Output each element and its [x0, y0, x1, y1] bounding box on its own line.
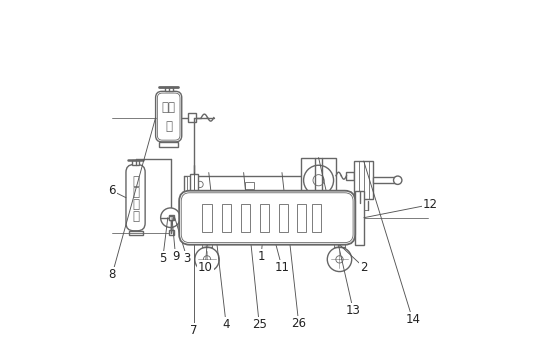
Bar	[245, 182, 254, 189]
Text: 5: 5	[159, 252, 167, 265]
Text: 3: 3	[184, 252, 191, 265]
Circle shape	[195, 247, 219, 272]
Text: 10: 10	[198, 261, 213, 274]
Text: 12: 12	[422, 198, 438, 211]
Circle shape	[394, 176, 402, 184]
Text: 4: 4	[222, 318, 230, 331]
Bar	[241, 204, 250, 232]
Circle shape	[313, 175, 324, 186]
Circle shape	[327, 247, 351, 272]
Bar	[169, 216, 173, 220]
Text: 碳: 碳	[132, 210, 139, 223]
Bar	[169, 230, 174, 235]
Bar	[169, 215, 174, 220]
Text: 二: 二	[132, 175, 139, 188]
Bar	[373, 177, 396, 183]
Bar	[159, 142, 178, 147]
Circle shape	[336, 256, 343, 263]
Circle shape	[204, 256, 211, 263]
Text: 11: 11	[274, 261, 289, 274]
Text: 栓: 栓	[165, 120, 172, 133]
Circle shape	[161, 208, 180, 228]
Bar	[312, 204, 321, 232]
Text: 25: 25	[252, 318, 267, 331]
FancyBboxPatch shape	[156, 91, 182, 142]
Text: 14: 14	[405, 313, 420, 326]
FancyBboxPatch shape	[179, 191, 355, 245]
Text: 2: 2	[360, 261, 367, 274]
Bar	[222, 204, 231, 232]
Text: 消防: 消防	[162, 101, 175, 114]
Text: 1: 1	[257, 250, 265, 264]
Bar	[279, 204, 288, 232]
Bar	[187, 176, 197, 191]
FancyBboxPatch shape	[126, 164, 145, 231]
Bar	[296, 204, 306, 232]
Bar	[129, 231, 142, 235]
Bar	[301, 158, 336, 203]
Text: 8: 8	[108, 268, 116, 281]
Circle shape	[304, 165, 333, 195]
Text: 化: 化	[132, 198, 139, 211]
Text: 7: 7	[190, 324, 198, 337]
Bar	[165, 87, 173, 91]
Bar	[190, 174, 199, 193]
Bar	[188, 113, 196, 122]
Bar	[202, 204, 212, 232]
Bar	[132, 160, 139, 164]
Text: 26: 26	[291, 317, 306, 330]
Text: 9: 9	[172, 250, 179, 264]
Bar	[355, 191, 364, 245]
Circle shape	[197, 181, 203, 188]
Text: 13: 13	[346, 304, 361, 317]
Bar	[260, 204, 269, 232]
Bar	[354, 161, 373, 199]
Bar	[346, 172, 354, 180]
Text: 氧: 氧	[132, 186, 139, 199]
Text: 6: 6	[108, 184, 116, 197]
